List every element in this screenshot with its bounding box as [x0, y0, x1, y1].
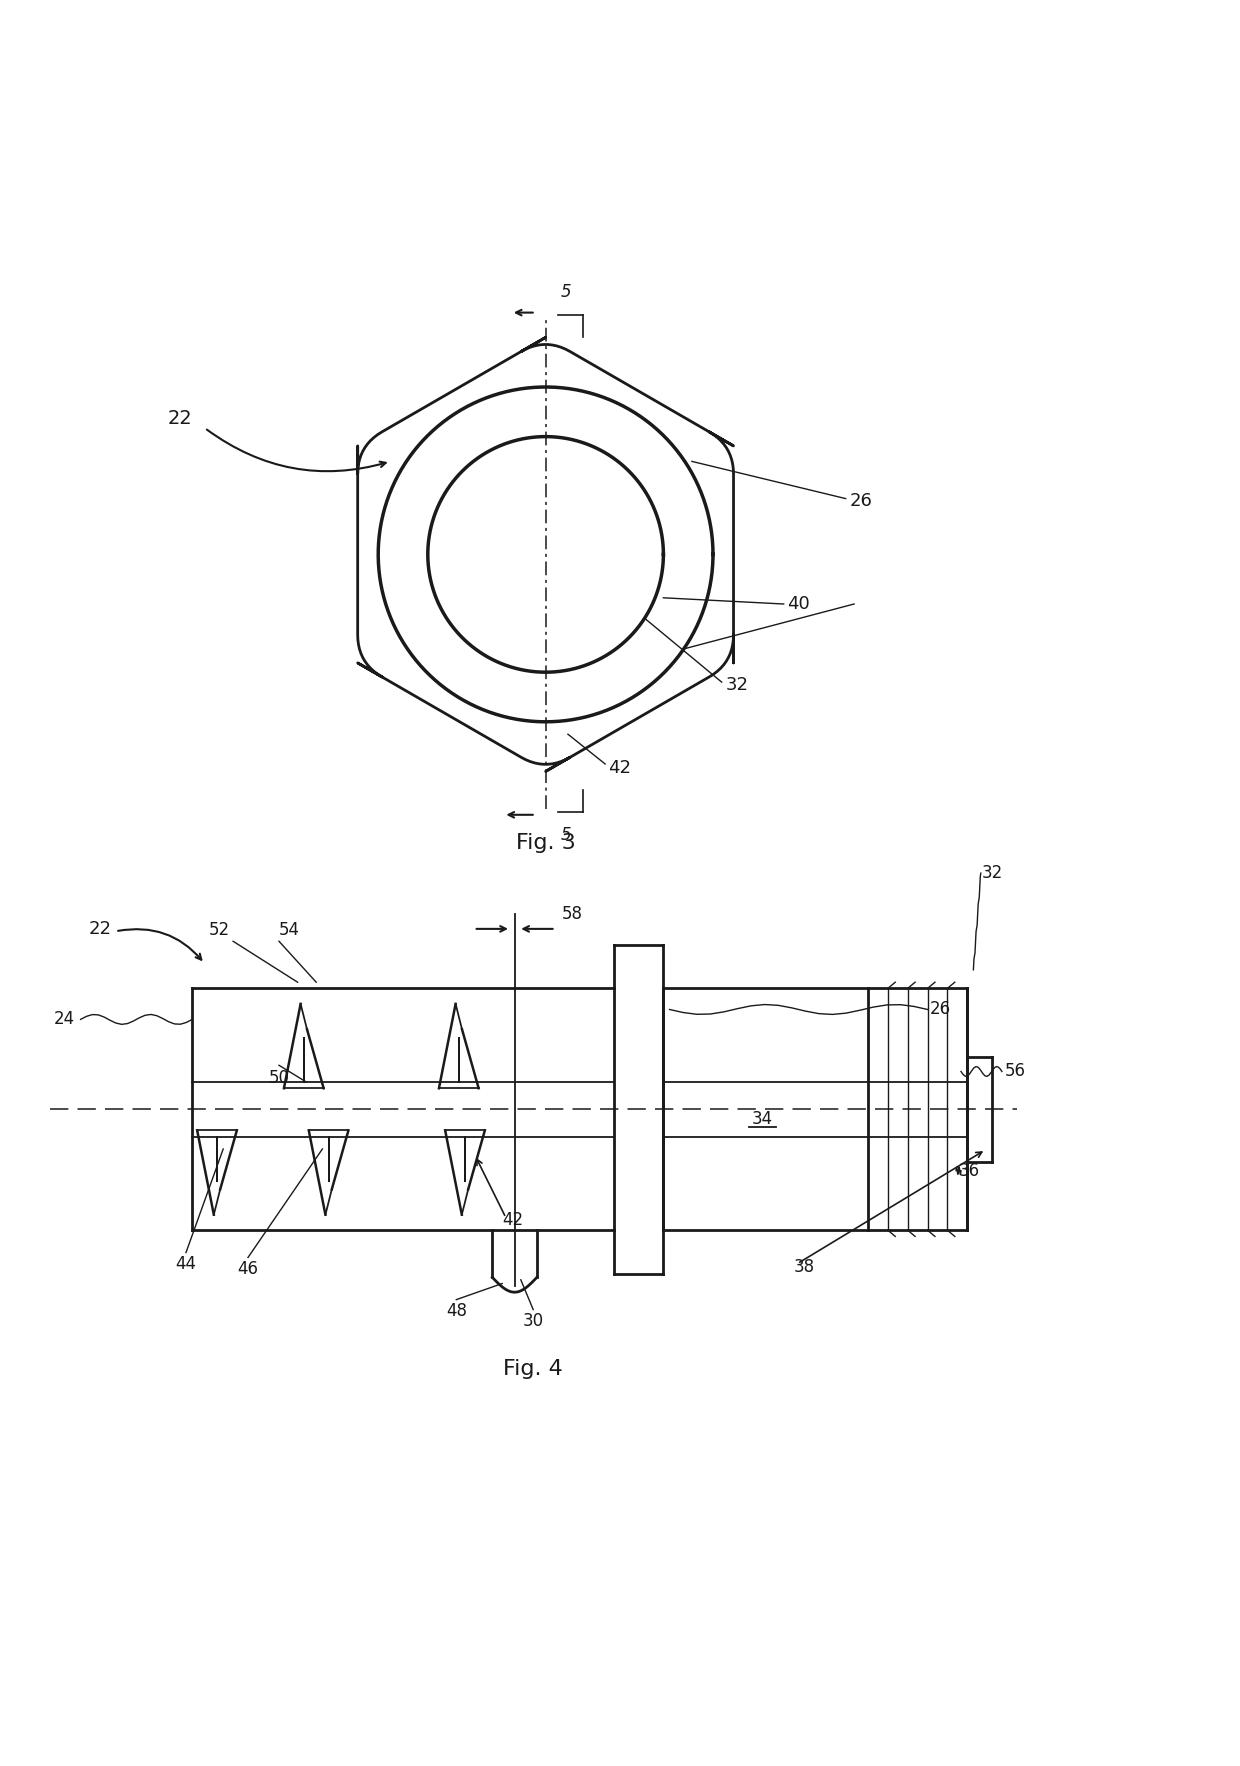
Text: 52: 52: [208, 920, 229, 940]
Text: 54: 54: [279, 920, 300, 940]
Text: 32: 32: [725, 676, 749, 694]
Text: Fig. 4: Fig. 4: [503, 1360, 563, 1379]
Text: 22: 22: [167, 408, 192, 427]
Text: 26: 26: [930, 1001, 951, 1019]
Text: 32: 32: [982, 864, 1003, 881]
Text: 58: 58: [562, 904, 583, 922]
Text: 30: 30: [522, 1312, 544, 1330]
Text: 26: 26: [849, 493, 872, 510]
Text: 24: 24: [53, 1010, 74, 1028]
Text: 5: 5: [560, 283, 572, 302]
Text: 22: 22: [88, 920, 112, 938]
Text: 56: 56: [1004, 1063, 1025, 1081]
Text: 50: 50: [269, 1068, 289, 1088]
Text: 5: 5: [560, 826, 572, 844]
Text: 44: 44: [176, 1256, 196, 1273]
Text: 34: 34: [751, 1109, 774, 1128]
Text: 42: 42: [502, 1211, 523, 1229]
Text: Fig. 3: Fig. 3: [516, 834, 575, 853]
Text: 38: 38: [794, 1259, 815, 1277]
Text: 46: 46: [238, 1259, 258, 1279]
Text: 42: 42: [608, 759, 631, 777]
Text: 48: 48: [446, 1302, 466, 1321]
Text: 40: 40: [787, 595, 810, 613]
Text: 36: 36: [959, 1162, 980, 1180]
